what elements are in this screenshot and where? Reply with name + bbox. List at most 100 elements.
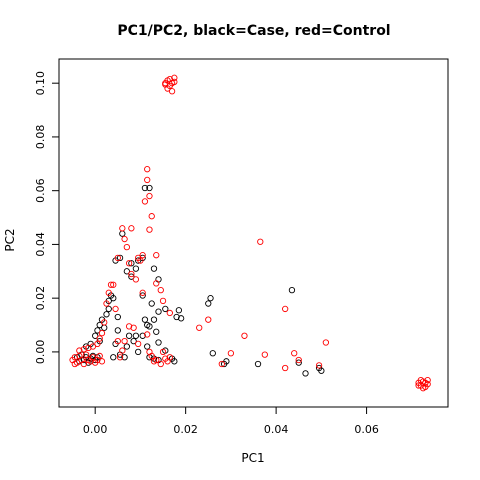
data-point-series-1	[218, 360, 225, 368]
data-point-series-0	[96, 321, 103, 329]
x-tick-label: 0.00	[83, 423, 108, 436]
data-point-series-1	[80, 360, 88, 368]
data-point-series-0	[209, 350, 216, 357]
data-point-series-0	[155, 308, 162, 315]
data-point-series-1	[128, 270, 135, 278]
data-point-series-1	[96, 352, 103, 360]
data-point-series-1	[168, 88, 176, 95]
data-point-series-1	[101, 319, 108, 326]
data-point-series-0	[130, 338, 137, 345]
data-point-series-0	[101, 324, 108, 331]
y-tick-label: 0.08	[34, 125, 47, 150]
data-point-series-1	[114, 254, 121, 262]
data-point-series-1	[112, 305, 119, 313]
data-point-series-1	[110, 281, 117, 288]
data-point-series-1	[153, 280, 160, 287]
data-point-series-1	[146, 226, 153, 233]
data-point-series-1	[98, 358, 106, 365]
data-point-series-1	[89, 354, 97, 361]
data-point-series-0	[173, 313, 180, 321]
data-point-series-0	[105, 305, 112, 313]
data-point-series-1	[157, 286, 164, 294]
data-point-series-0	[128, 260, 135, 267]
data-point-series-0	[205, 300, 212, 307]
data-point-series-1	[135, 340, 142, 347]
data-point-series-1	[139, 252, 146, 259]
data-point-series-0	[110, 354, 117, 361]
data-point-series-1	[164, 85, 171, 92]
x-axis-label: PC1	[241, 451, 264, 465]
data-point-series-1	[315, 362, 323, 369]
data-point-series-1	[322, 339, 330, 346]
data-point-series-1	[417, 376, 425, 384]
data-point-series-0	[141, 184, 149, 192]
data-point-series-0	[207, 295, 214, 302]
data-point-series-1	[415, 382, 422, 389]
data-point-series-1	[82, 351, 90, 358]
data-point-series-0	[146, 323, 153, 330]
data-point-series-1	[125, 260, 133, 267]
data-point-series-0	[150, 316, 158, 323]
data-point-series-0	[94, 327, 101, 334]
data-point-series-0	[132, 265, 140, 272]
data-point-series-0	[139, 292, 146, 299]
data-point-series-1	[171, 74, 178, 81]
data-point-series-1	[125, 323, 133, 330]
data-point-series-0	[148, 300, 155, 307]
data-point-series-1	[114, 338, 121, 345]
data-point-series-1	[116, 354, 124, 361]
data-point-series-0	[177, 315, 185, 322]
y-tick-label: 0.00	[34, 340, 47, 365]
data-point-series-0	[150, 265, 158, 272]
data-point-series-0	[103, 311, 110, 318]
data-point-series-1	[144, 166, 151, 173]
data-point-series-1	[162, 80, 169, 87]
x-tick-label: 0.02	[173, 423, 198, 436]
data-point-series-1	[103, 300, 110, 307]
data-point-series-1	[128, 225, 135, 232]
data-point-series-1	[121, 338, 128, 345]
data-point-series-1	[148, 352, 155, 360]
data-point-series-0	[135, 348, 142, 356]
data-point-series-0	[114, 327, 121, 334]
data-point-series-1	[121, 235, 128, 243]
data-point-series-0	[171, 358, 178, 365]
data-point-series-1	[98, 329, 106, 337]
data-point-series-1	[171, 78, 178, 85]
data-point-series-1	[227, 350, 235, 357]
data-point-series-1	[80, 346, 88, 353]
y-tick-label: 0.10	[34, 71, 47, 96]
data-point-series-1	[139, 289, 146, 296]
data-point-series-0	[254, 360, 262, 368]
data-point-series-1	[144, 176, 151, 184]
data-point-series-1	[71, 360, 78, 368]
data-point-series-0	[146, 184, 153, 192]
data-point-series-0	[288, 286, 296, 294]
data-point-series-1	[159, 297, 167, 305]
y-axis-label: PC2	[3, 228, 17, 251]
data-point-series-0	[144, 343, 151, 350]
x-axis: 0.00 0.02 0.04 0.06	[83, 406, 379, 436]
data-point-series-1	[148, 213, 155, 220]
data-point-series-0	[119, 230, 126, 237]
data-point-series-0	[92, 332, 99, 339]
data-point-series-1	[159, 348, 167, 356]
data-point-series-0	[302, 370, 309, 377]
data-point-series-0	[125, 332, 133, 339]
data-point-series-0	[110, 295, 117, 302]
data-point-series-0	[123, 268, 130, 275]
data-point-series-1	[89, 343, 97, 350]
data-point-series-1	[205, 316, 212, 323]
data-point-series-1	[130, 324, 137, 331]
data-point-series-1	[96, 335, 103, 342]
data-point-series-0	[318, 367, 325, 374]
data-point-series-1	[107, 281, 115, 288]
data-point-series-1	[261, 351, 268, 358]
data-point-series-1	[123, 243, 130, 251]
data-point-series-1	[141, 198, 149, 205]
data-point-series-0	[135, 257, 142, 264]
data-point-series-1	[144, 331, 151, 338]
y-tick-label: 0.04	[34, 232, 47, 256]
y-axis: 0.00 0.02 0.04 0.06 0.08 0.10	[34, 71, 60, 365]
